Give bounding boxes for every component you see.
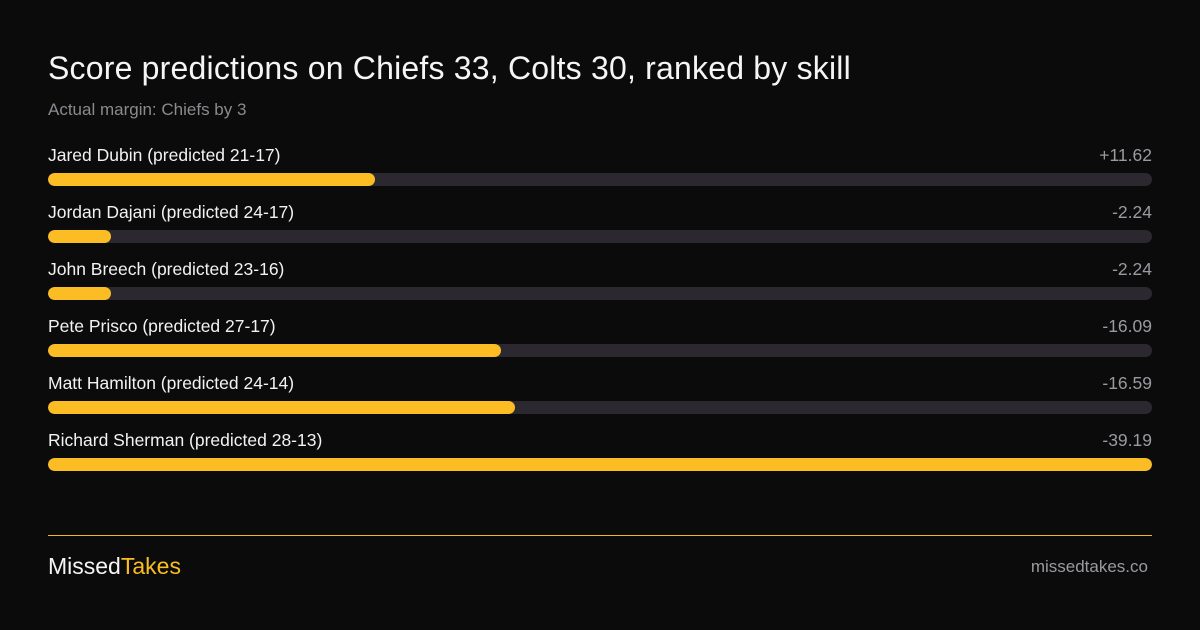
bar-label: Jared Dubin (predicted 21-17)	[48, 145, 281, 165]
bar-fill	[48, 401, 516, 414]
footer-divider	[48, 535, 1152, 536]
bar-row: Matt Hamilton (predicted 24-14) -16.59	[48, 373, 1152, 430]
bar-fill	[48, 344, 502, 357]
bar-row: Pete Prisco (predicted 27-17) -16.09	[48, 316, 1152, 373]
bar-row: Richard Sherman (predicted 28-13) -39.19	[48, 430, 1152, 487]
bar-label: Richard Sherman (predicted 28-13)	[48, 430, 323, 450]
bar-track	[48, 458, 1152, 471]
bar-track	[48, 173, 1152, 186]
brand-logo-part1: Missed	[48, 553, 121, 579]
bar-fill	[48, 173, 376, 186]
bar-row: John Breech (predicted 23-16) -2.24	[48, 259, 1152, 316]
bar-value-label: -2.24	[1112, 202, 1152, 222]
bar-row: Jared Dubin (predicted 21-17) +11.62	[48, 145, 1152, 202]
brand-logo[interactable]: MissedTakes	[48, 553, 181, 580]
bar-value-label: -2.24	[1112, 259, 1152, 279]
bar-track	[48, 230, 1152, 243]
bar-label: Jordan Dajani (predicted 24-17)	[48, 202, 295, 222]
bar-track	[48, 287, 1152, 300]
chart-title: Score predictions on Chiefs 33, Colts 30…	[48, 50, 851, 86]
bar-label: Matt Hamilton (predicted 24-14)	[48, 373, 295, 393]
bar-value-label: +11.62	[1099, 145, 1152, 165]
bar-fill	[48, 230, 112, 243]
bar-label: John Breech (predicted 23-16)	[48, 259, 285, 279]
brand-logo-part2: Takes	[120, 553, 181, 579]
bar-track	[48, 344, 1152, 357]
bar-row: Jordan Dajani (predicted 24-17) -2.24	[48, 202, 1152, 259]
bar-fill	[48, 458, 1152, 471]
bar-track	[48, 401, 1152, 414]
bar-value-label: -39.19	[1102, 430, 1152, 450]
bar-value-label: -16.09	[1102, 316, 1152, 336]
bar-fill	[48, 287, 112, 300]
bar-rows: Jared Dubin (predicted 21-17) +11.62 Jor…	[48, 145, 1152, 487]
bar-value-label: -16.59	[1102, 373, 1152, 393]
chart-subtitle: Actual margin: Chiefs by 3	[48, 100, 247, 119]
bar-label: Pete Prisco (predicted 27-17)	[48, 316, 276, 336]
site-link[interactable]: missedtakes.co	[1030, 557, 1148, 576]
